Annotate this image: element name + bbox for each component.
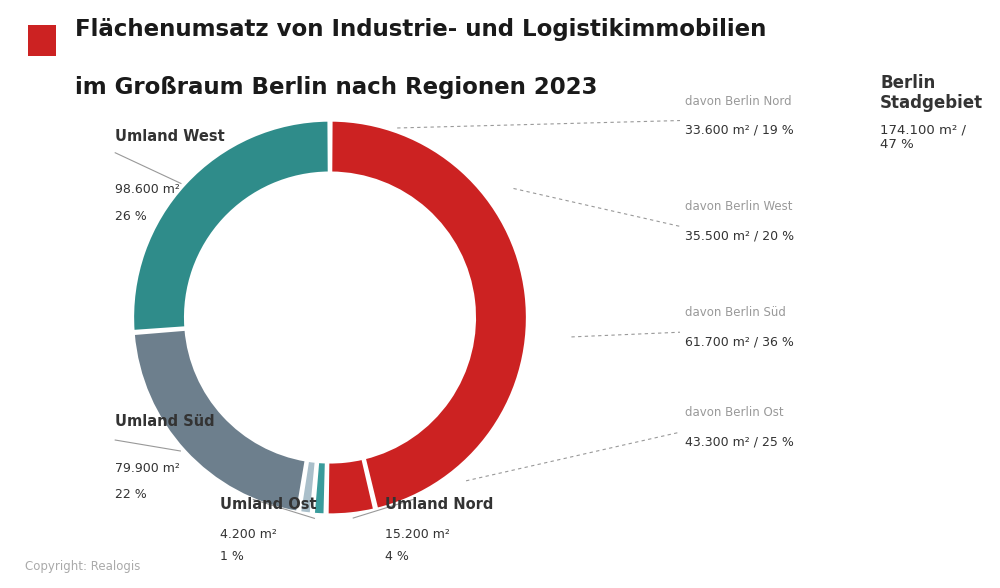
Text: 43.300 m² / 25 %: 43.300 m² / 25 % <box>685 435 794 448</box>
Text: 61.700 m² / 36 %: 61.700 m² / 36 % <box>685 335 794 348</box>
Text: davon Berlin Süd: davon Berlin Süd <box>685 306 786 319</box>
Wedge shape <box>133 329 306 512</box>
Text: Umland Süd: Umland Süd <box>115 414 215 429</box>
Text: Berlin
Stadgebiet: Berlin Stadgebiet <box>880 74 983 112</box>
Wedge shape <box>133 121 329 331</box>
Circle shape <box>225 212 435 423</box>
Text: davon Berlin West: davon Berlin West <box>685 201 792 213</box>
Text: 1 %: 1 % <box>220 550 244 563</box>
Wedge shape <box>327 459 375 514</box>
Wedge shape <box>300 460 316 514</box>
Text: davon Berlin Nord: davon Berlin Nord <box>685 95 792 108</box>
Text: 26 %: 26 % <box>115 210 147 223</box>
Text: Umland West: Umland West <box>115 129 225 144</box>
Text: 22 %: 22 % <box>115 488 147 501</box>
Text: Flächenumsatz von Industrie- und Logistikimmobilien: Flächenumsatz von Industrie- und Logisti… <box>75 18 766 41</box>
Wedge shape <box>330 177 470 454</box>
Text: 4 %: 4 % <box>385 550 409 563</box>
Text: Umland Nord: Umland Nord <box>385 497 493 512</box>
Wedge shape <box>416 262 470 397</box>
Text: 33.600 m² / 19 %: 33.600 m² / 19 % <box>685 123 794 136</box>
Wedge shape <box>331 177 404 228</box>
Text: Umland Ost: Umland Ost <box>220 497 317 512</box>
Text: 174.100 m² /
47 %: 174.100 m² / 47 % <box>880 123 966 152</box>
Text: Copyright: Realogis: Copyright: Realogis <box>25 560 140 573</box>
Wedge shape <box>331 121 527 509</box>
Text: davon Berlin Ost: davon Berlin Ost <box>685 406 784 419</box>
Text: 4.200 m²: 4.200 m² <box>220 528 277 541</box>
Wedge shape <box>386 199 458 275</box>
Text: 35.500 m² / 20 %: 35.500 m² / 20 % <box>685 229 794 242</box>
Text: 79.900 m²: 79.900 m² <box>115 462 180 475</box>
Wedge shape <box>313 462 326 514</box>
Wedge shape <box>355 379 444 454</box>
Text: im Großraum Berlin nach Regionen 2023: im Großraum Berlin nach Regionen 2023 <box>75 76 598 99</box>
Text: 15.200 m²: 15.200 m² <box>385 528 450 541</box>
Text: 98.600 m²: 98.600 m² <box>115 183 180 196</box>
